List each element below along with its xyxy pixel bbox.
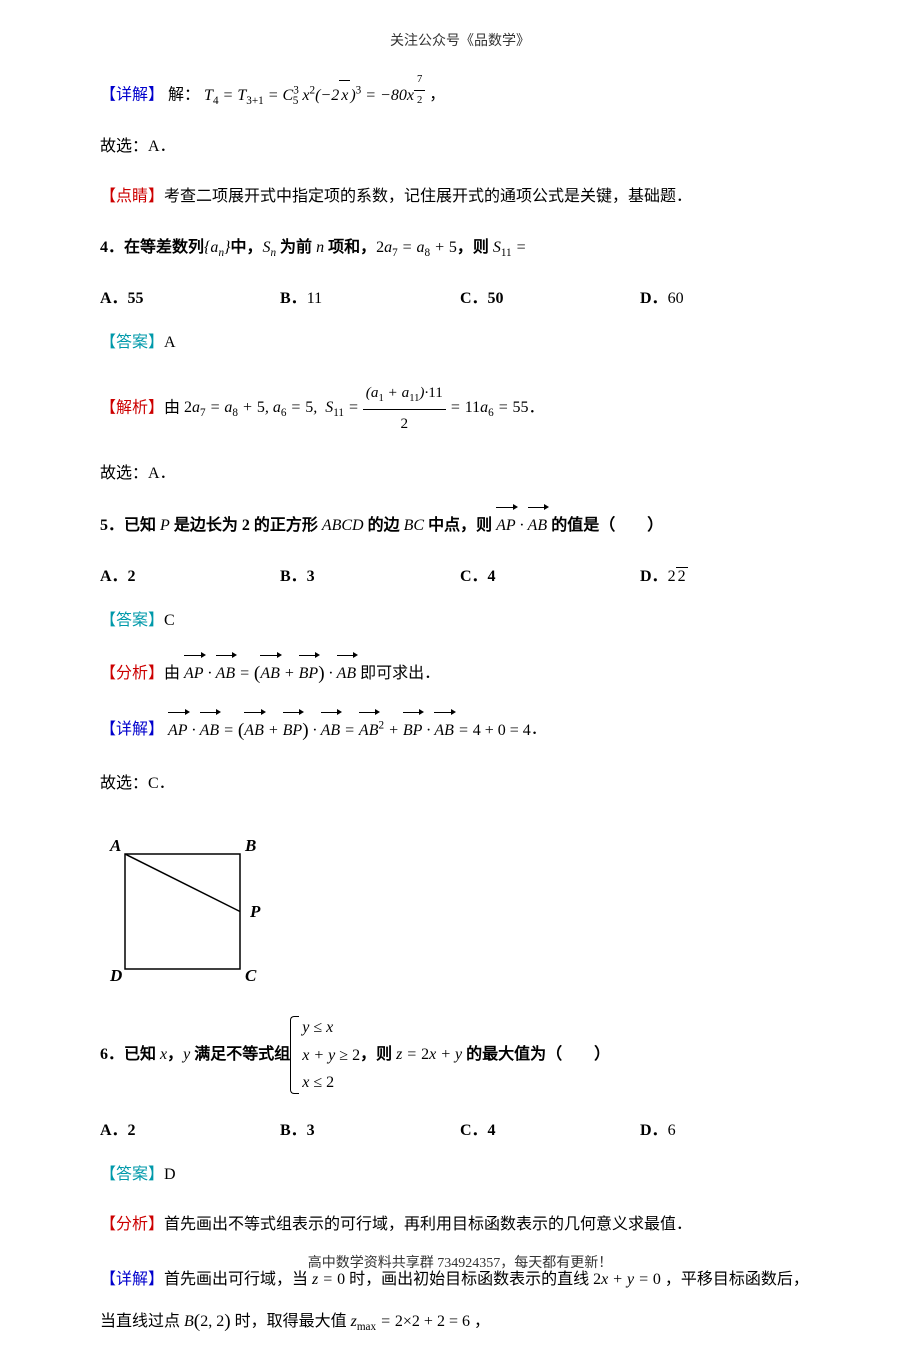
page-header: 关注公众号《品数学》 — [100, 30, 820, 50]
q6-detail: 【详解】首先画出可行域，当 z = 0 时，画出初始目标函数表示的直线 2x +… — [100, 1261, 820, 1345]
q6-d2: 时，画出初始目标函数表示的直线 — [349, 1271, 589, 1288]
q4-t2: 中， — [230, 239, 262, 256]
q4-t5: ，则 — [457, 239, 493, 256]
q5-stem: 5．已知 P 是边长为 2 的正方形 ABCD 的边 BC 中点，则 AP · … — [100, 509, 820, 541]
square-diagram: A B C D P — [100, 829, 275, 994]
fenxi-label: 【分析】 — [100, 1216, 164, 1233]
q4-jx-pre: 由 — [164, 399, 184, 416]
q6-d4: 时，取得最大值 — [235, 1313, 347, 1330]
q5-t5: 的值是（ ） — [547, 517, 663, 534]
q4-opt-b: B．11 — [280, 284, 460, 308]
detail-label: 【详解】 — [100, 87, 164, 104]
q4-opt-c: C．50 — [460, 284, 640, 308]
q3-formula: T4 = T3+1 = C35 x2(−2x)3 = −80x72 — [204, 87, 429, 104]
answer-label: 【答案】 — [100, 612, 164, 629]
q6-stem: 6．已知 x ，y 满足不等式组 y ≤ x x + y ≥ 2 x ≤ 2 ，… — [100, 1014, 820, 1096]
q6-fenxi: 【分析】首先画出不等式组表示的可行域，再利用目标函数表示的几何意义求最值． — [100, 1210, 820, 1240]
q5-t3: 的边 — [368, 517, 400, 534]
q5-ans: C — [164, 612, 175, 629]
q4-opt-a: A．55 — [100, 284, 280, 308]
q6-t1: 已知 — [124, 1040, 156, 1070]
q5-d-dot: ． — [531, 722, 547, 739]
q3-dianjing-text: 考查二项展开式中指定项的系数，记住展开式的通项公式是关键，基础题． — [164, 188, 692, 205]
q5-opt-a: A．2 — [100, 562, 280, 586]
diagram-label-c: C — [245, 966, 257, 985]
q6-t4: 的最大值为（ ） — [466, 1040, 610, 1070]
q4-ans: A — [164, 334, 176, 351]
q4-t1: 在等差数列 — [124, 239, 204, 256]
q5-t2: 是边长为 2 的正方形 — [174, 517, 318, 534]
q5-detail: 【详解】 AP · AB = (AB + BP) · AB = AB2 + BP… — [100, 712, 820, 748]
q5-conclusion: 故选：C． — [100, 769, 820, 799]
q5-answer: 【答案】C — [100, 606, 820, 636]
q4-t3: 为前 — [276, 239, 312, 256]
answer-label: 【答案】 — [100, 1166, 164, 1183]
q4-jx-dot: ． — [529, 399, 545, 416]
detail-label: 【详解】 — [100, 722, 164, 739]
q4-answer: 【答案】A — [100, 328, 820, 358]
q3-detail: 【详解】 解： T4 = T3+1 = C35 x2(−2x)3 = −80x7… — [100, 70, 820, 112]
answer-label: 【答案】 — [100, 334, 164, 351]
q5-fx-2: 即可求出． — [356, 665, 440, 682]
q5-opt-c: C．4 — [460, 562, 640, 586]
q6-num: 6． — [100, 1040, 124, 1070]
dianjing-label: 【点睛】 — [100, 188, 164, 205]
q6-opt-c: C．4 — [460, 1116, 640, 1140]
q6-opt-a: A．2 — [100, 1116, 280, 1140]
diagram-label-p: P — [249, 902, 261, 921]
q5-fenxi: 【分析】由 AP · AB = (AB + BP) · AB 即可求出． — [100, 656, 820, 692]
q6-options: A．2 B．3 C．4 D．6 — [100, 1116, 820, 1140]
q6-d5: ， — [474, 1313, 490, 1330]
q4-num: 4． — [100, 239, 124, 256]
q6-d1: 首先画出可行域，当 — [164, 1271, 308, 1288]
diagram-label-d: D — [109, 966, 122, 985]
q6-system: y ≤ x x + y ≥ 2 x ≤ 2 — [290, 1014, 360, 1096]
q6-opt-b: B．3 — [280, 1116, 460, 1140]
q5-t1: 已知 — [124, 517, 156, 534]
q5-num: 5． — [100, 517, 124, 534]
fenxi-label: 【分析】 — [100, 665, 164, 682]
q6-t3: ，则 — [360, 1040, 392, 1070]
q3-conclusion: 故选：A． — [100, 132, 820, 162]
q5-options: A．2 B．3 C．4 D．22 — [100, 562, 820, 586]
q4-options: A．55 B．11 C．50 D．60 — [100, 284, 820, 308]
q3-detail-prefix: 解： — [168, 87, 200, 104]
q4-stem: 4．在等差数列{an}中，Sn 为前 n 项和，2a7 = a8 + 5，则 S… — [100, 233, 820, 264]
q5-opt-b: B．3 — [280, 562, 460, 586]
q5-fx-1: 由 — [164, 665, 184, 682]
q6-ans: D — [164, 1166, 176, 1183]
q3-dianjing: 【点睛】考查二项展开式中指定项的系数，记住展开式的通项公式是关键，基础题． — [100, 182, 820, 212]
q5-opt-d: D．22 — [640, 562, 820, 586]
detail-label: 【详解】 — [100, 1271, 164, 1288]
q4-jiexi: 【解析】由 2a7 = a8 + 5, a6 = 5, S11 = (a1 + … — [100, 379, 820, 439]
q3-comma: ， — [429, 87, 445, 104]
q6-fx-t: 首先画出不等式组表示的可行域，再利用目标函数表示的几何意义求最值． — [164, 1216, 692, 1233]
jiexi-label: 【解析】 — [100, 399, 164, 416]
q6-opt-d: D．6 — [640, 1116, 820, 1140]
page-footer: 高中数学资料共享群 734924357，每天都有更新！ — [0, 1252, 920, 1272]
diagram-label-a: A — [109, 836, 121, 855]
diagram-label-b: B — [244, 836, 256, 855]
q4-t4: 项和， — [328, 239, 376, 256]
q4-opt-d: D．60 — [640, 284, 820, 308]
q6-answer: 【答案】D — [100, 1160, 820, 1190]
q4-conclusion: 故选：A． — [100, 459, 820, 489]
q6-t2: 满足不等式组 — [194, 1040, 290, 1070]
q5-t4: 中点，则 — [428, 517, 496, 534]
